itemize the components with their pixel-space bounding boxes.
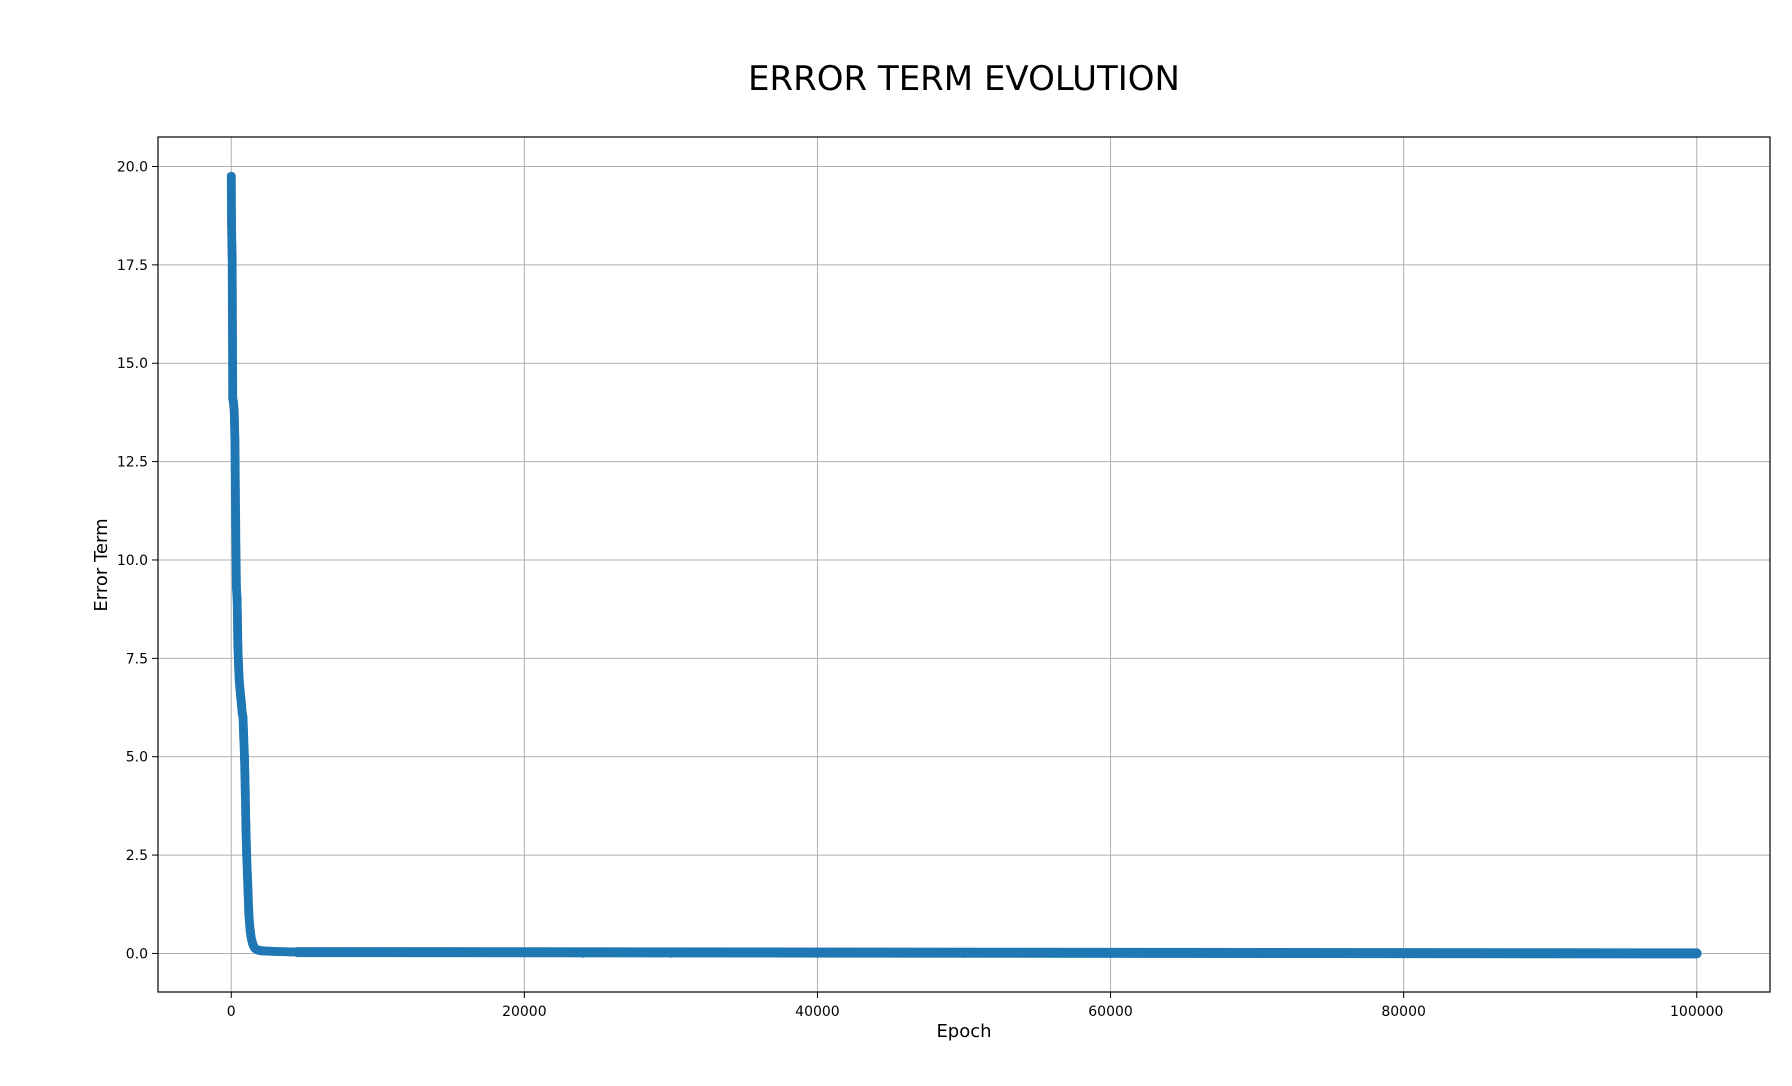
data-point [1106, 948, 1116, 958]
data-point [242, 870, 252, 880]
data-point [229, 405, 239, 415]
y-tick-label: 5.0 [126, 750, 148, 766]
data-point [666, 948, 676, 958]
data-point [292, 947, 302, 957]
x-tick-label: 60000 [1088, 1004, 1133, 1020]
data-point [578, 948, 588, 958]
y-tick-label: 0.0 [126, 946, 148, 962]
grid-lines [158, 137, 1770, 992]
data-point [571, 948, 581, 958]
data-point [235, 685, 245, 695]
data-point [285, 947, 295, 957]
chart-title: ERROR TERM EVOLUTION [748, 59, 1180, 99]
data-point [227, 252, 237, 262]
data-point [300, 947, 310, 957]
data-point [812, 948, 822, 958]
data-point [226, 171, 236, 181]
data-point [238, 712, 248, 722]
data-point [278, 947, 288, 957]
data-point [490, 948, 500, 958]
data-point [245, 919, 255, 929]
x-tick-label: 0 [227, 1004, 236, 1020]
data-point [237, 701, 247, 711]
data-point [519, 948, 529, 958]
data-point [344, 947, 354, 957]
y-tick-label: 17.5 [117, 258, 148, 274]
data-point [1692, 948, 1702, 958]
data-point [1545, 948, 1555, 958]
data-point [234, 661, 244, 671]
data-point [1252, 948, 1262, 958]
y-axis-label: Error Term [91, 518, 112, 611]
x-axis-ticks: 0 20000 40000 60000 80000 100000 [227, 992, 1723, 1020]
data-point [239, 752, 249, 762]
data-point [244, 909, 254, 919]
data-point [236, 693, 246, 703]
data-point [270, 946, 280, 956]
series-error-term [226, 171, 1702, 959]
data-point [959, 948, 969, 958]
series-marker-band [292, 947, 1702, 959]
data-point [446, 948, 456, 958]
data-point [230, 437, 240, 447]
x-tick-label: 100000 [1670, 1004, 1723, 1020]
data-point [1399, 948, 1409, 958]
x-tick-label: 80000 [1381, 1004, 1426, 1020]
data-point [227, 240, 237, 250]
y-tick-label: 20.0 [117, 160, 148, 176]
y-axis-ticks: 0.0 2.5 5.0 7.5 10.0 12.5 15.0 17.5 20.0 [117, 160, 158, 962]
data-point [314, 947, 324, 957]
data-point [242, 850, 252, 860]
x-tick-label: 20000 [502, 1004, 547, 1020]
y-tick-label: 10.0 [117, 553, 148, 569]
y-tick-label: 2.5 [126, 848, 148, 864]
y-tick-label: 7.5 [126, 651, 148, 667]
y-tick-label: 15.0 [117, 356, 148, 372]
series-line [230, 176, 1697, 955]
y-tick-label: 12.5 [117, 455, 148, 471]
x-tick-label: 40000 [795, 1004, 840, 1020]
data-point [231, 583, 241, 593]
data-point [232, 594, 242, 604]
data-point [243, 889, 253, 899]
x-axis-label: Epoch [936, 1021, 991, 1042]
data-point [402, 947, 412, 957]
data-point [227, 221, 237, 231]
data-point [234, 677, 244, 687]
data-point [231, 516, 241, 526]
data-point [239, 732, 249, 742]
plot-frame [157, 136, 1771, 993]
data-point [241, 823, 251, 833]
data-point [373, 947, 383, 957]
data-point [228, 398, 238, 408]
data-point [240, 783, 250, 793]
data-point [227, 319, 237, 329]
data-point [233, 642, 243, 652]
data-point [549, 948, 559, 958]
